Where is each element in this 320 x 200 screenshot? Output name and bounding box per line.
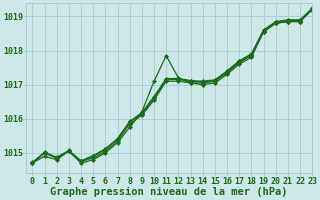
X-axis label: Graphe pression niveau de la mer (hPa): Graphe pression niveau de la mer (hPa) xyxy=(51,187,288,197)
